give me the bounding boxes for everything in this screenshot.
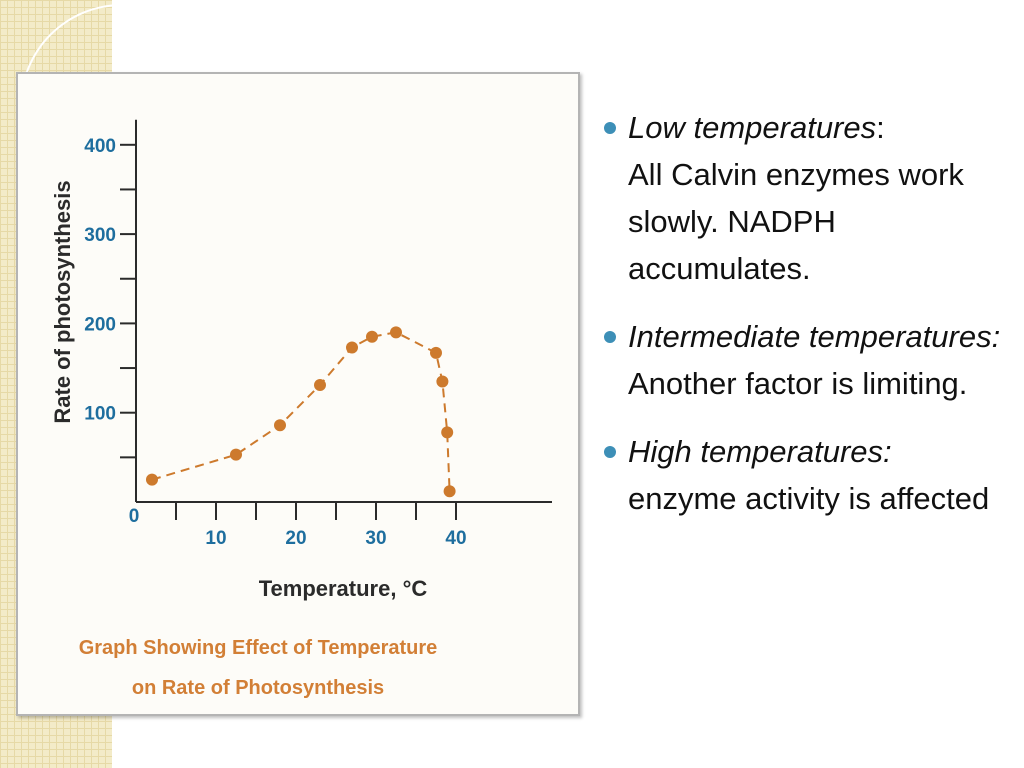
data-point: [230, 448, 242, 461]
y-tick-label: 300: [84, 225, 116, 246]
trend-line: [151, 331, 451, 492]
chart-figure: 10 20 30 40 100 200 300 400 0 Temperature, °C Rate…: [16, 72, 580, 716]
data-point: [366, 330, 378, 343]
x-axis-title: Temperature, °C: [259, 576, 428, 601]
x-tick-label: 20: [285, 528, 306, 549]
bullet-separator: :: [876, 110, 885, 145]
data-point: [430, 346, 442, 359]
bullet-dot-icon: [604, 122, 616, 134]
bullet-intermediate-temperatures: Intermediate temperatures: Another facto…: [598, 313, 1008, 407]
chart-caption-line: Graph Showing Effect of Temperature: [79, 637, 438, 659]
bullet-dot-icon: [604, 446, 616, 458]
data-point: [443, 485, 456, 498]
bullet-text: Another factor is limiting.: [628, 366, 968, 401]
data-point: [274, 419, 286, 432]
bullet-high-temperatures: High temperatures: enzyme activity is af…: [598, 428, 1008, 522]
y-axis-title: Rate of photosynthesis: [50, 180, 75, 423]
x-tick-label: 40: [445, 528, 466, 549]
bullet-low-temperatures: Low temperatures: All Calvin enzymes wor…: [598, 104, 1008, 292]
x-tick-label: 30: [365, 528, 386, 549]
data-point: [436, 375, 449, 388]
data-point: [146, 473, 158, 486]
x-tick-label: 10: [205, 528, 226, 549]
bullet-text: All Calvin enzymes work slowly. NADPH ac…: [628, 157, 964, 286]
chart-caption-line: on Rate of Photosynthesis: [132, 677, 384, 699]
data-point: [314, 379, 326, 392]
photosynthesis-temperature-chart: 10 20 30 40 100 200 300 400 0 Temperature, °C Rate…: [50, 119, 552, 699]
origin-label: 0: [129, 506, 140, 527]
bullet-term: High temperatures:: [628, 434, 892, 469]
data-point: [390, 326, 402, 339]
data-point: [441, 426, 454, 439]
bullet-list: Low temperatures: All Calvin enzymes wor…: [598, 104, 1008, 543]
bullet-dot-icon: [604, 331, 616, 343]
bullet-text: enzyme activity is affected: [628, 481, 990, 516]
y-tick-label: 200: [84, 314, 116, 335]
y-tick-label: 100: [84, 404, 116, 425]
bullet-term: Intermediate temperatures:: [628, 319, 1001, 354]
data-point: [346, 341, 358, 354]
bullet-term: Low temperatures: [628, 110, 877, 145]
y-tick-label: 400: [84, 136, 116, 157]
